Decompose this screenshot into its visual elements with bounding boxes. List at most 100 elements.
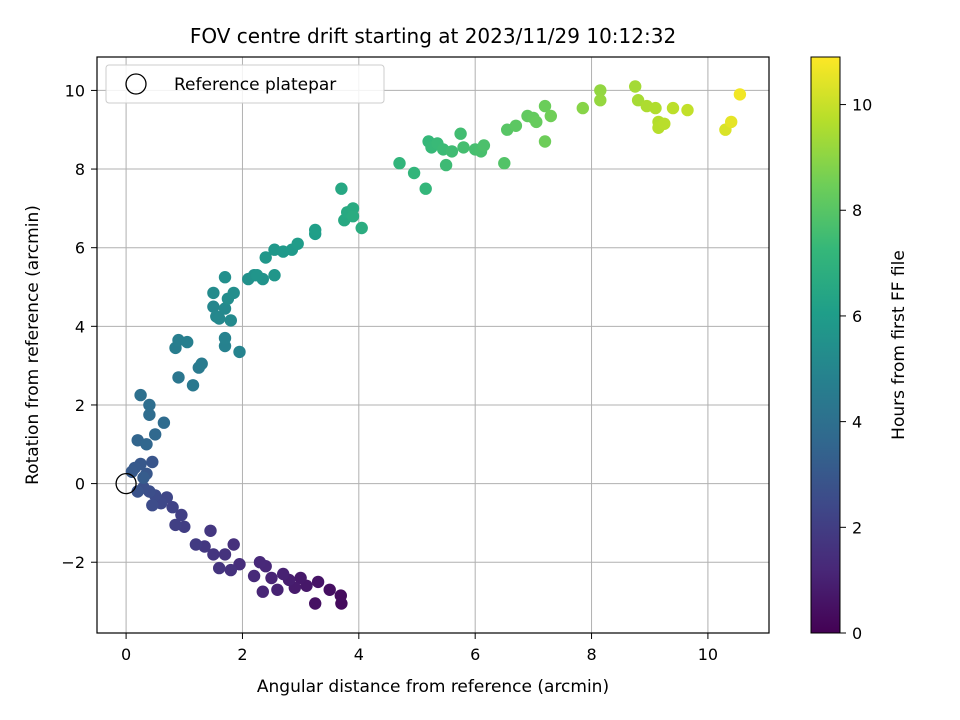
data-point — [166, 501, 179, 514]
colorbar-tick-label: 6 — [852, 307, 862, 326]
data-point — [224, 563, 237, 577]
data-point — [204, 524, 217, 537]
x-axis-label: Angular distance from reference (arcmin) — [257, 677, 609, 697]
data-point — [538, 99, 552, 113]
data-point — [218, 331, 232, 345]
data-point — [233, 345, 246, 359]
data-point — [509, 119, 523, 132]
data-point — [157, 416, 171, 429]
data-point — [256, 585, 269, 598]
data-point — [346, 210, 360, 223]
data-point — [631, 94, 645, 107]
data-point — [181, 335, 194, 349]
data-point — [224, 314, 237, 327]
x-tick-label: 10 — [698, 645, 718, 664]
colorbar-tick-label: 4 — [852, 413, 862, 432]
colorbar-tick-label: 8 — [852, 201, 862, 220]
y-axis-label: Rotation from reference (arcmin) — [23, 205, 43, 485]
data-point — [445, 145, 459, 158]
data-point — [195, 357, 208, 370]
data-point — [594, 84, 607, 97]
data-point — [291, 237, 304, 250]
data-point — [247, 569, 261, 583]
data-point — [658, 117, 671, 130]
y-tick-label: 6 — [75, 239, 85, 258]
y-tick-label: 10 — [65, 81, 85, 100]
data-point — [140, 438, 153, 451]
y-tick-label: 8 — [75, 160, 85, 179]
data-point — [629, 80, 642, 93]
data-point — [271, 583, 284, 596]
data-point — [134, 388, 147, 402]
colorbar-tick-label: 10 — [852, 96, 872, 115]
colorbar-tick-label: 0 — [852, 624, 862, 643]
data-point — [277, 567, 290, 581]
data-point — [454, 127, 467, 140]
data-point — [253, 556, 267, 569]
data-point — [335, 182, 348, 195]
y-tick-label: −2 — [61, 553, 85, 572]
data-point — [218, 548, 232, 561]
data-point — [393, 157, 406, 170]
data-points — [125, 80, 747, 610]
data-point — [477, 139, 491, 152]
data-point — [649, 101, 662, 115]
data-point — [250, 269, 264, 282]
reference-layer — [115, 472, 137, 495]
data-point — [125, 465, 139, 478]
data-point — [265, 571, 278, 585]
data-point — [268, 269, 281, 282]
legend: Reference platepar — [105, 64, 385, 104]
data-point — [576, 101, 589, 115]
data-point — [143, 408, 156, 421]
colorbar-tick-label: 2 — [852, 518, 862, 537]
data-point — [309, 223, 322, 237]
legend-box — [105, 64, 385, 104]
data-point — [439, 158, 453, 172]
data-point — [207, 548, 220, 561]
data-point — [538, 135, 552, 148]
data-point — [213, 312, 226, 325]
x-axis-ticks: 0 2 4 6 8 10 — [121, 633, 718, 664]
y-axis-ticks: −2 0 2 4 6 8 10 — [61, 81, 97, 572]
data-point — [227, 538, 240, 551]
x-tick-label: 0 — [121, 645, 131, 664]
data-point — [419, 182, 432, 195]
colorbar-gradient — [810, 56, 841, 634]
data-point — [218, 302, 232, 315]
data-point — [407, 166, 421, 180]
data-point — [213, 561, 226, 575]
data-point — [189, 538, 203, 551]
data-point — [530, 115, 543, 129]
data-point — [323, 583, 336, 596]
reference-platepar-marker — [115, 472, 137, 495]
legend-entry: Reference platepar — [174, 75, 336, 95]
data-point — [309, 597, 322, 610]
data-point — [594, 94, 607, 107]
chart-title: FOV centre drift starting at 2023/11/29 … — [190, 24, 676, 48]
data-point — [186, 379, 200, 392]
data-point — [457, 141, 470, 154]
grid-lines — [97, 57, 769, 633]
data-point — [733, 88, 747, 101]
data-point — [207, 286, 220, 300]
data-point — [355, 221, 368, 235]
data-point — [131, 485, 144, 498]
data-point — [146, 499, 159, 512]
legend-marker — [125, 73, 147, 95]
data-point — [169, 518, 182, 532]
y-tick-label: 0 — [75, 475, 85, 494]
data-point — [334, 589, 347, 602]
data-point — [544, 109, 557, 123]
data-point — [311, 575, 325, 589]
data-point — [233, 558, 246, 571]
data-point — [137, 471, 150, 484]
data-point — [725, 115, 738, 129]
data-point — [498, 157, 511, 170]
data-point — [666, 101, 680, 115]
data-point — [218, 271, 232, 284]
data-point — [294, 571, 307, 585]
plot-frame — [96, 56, 770, 634]
data-point — [172, 371, 185, 384]
